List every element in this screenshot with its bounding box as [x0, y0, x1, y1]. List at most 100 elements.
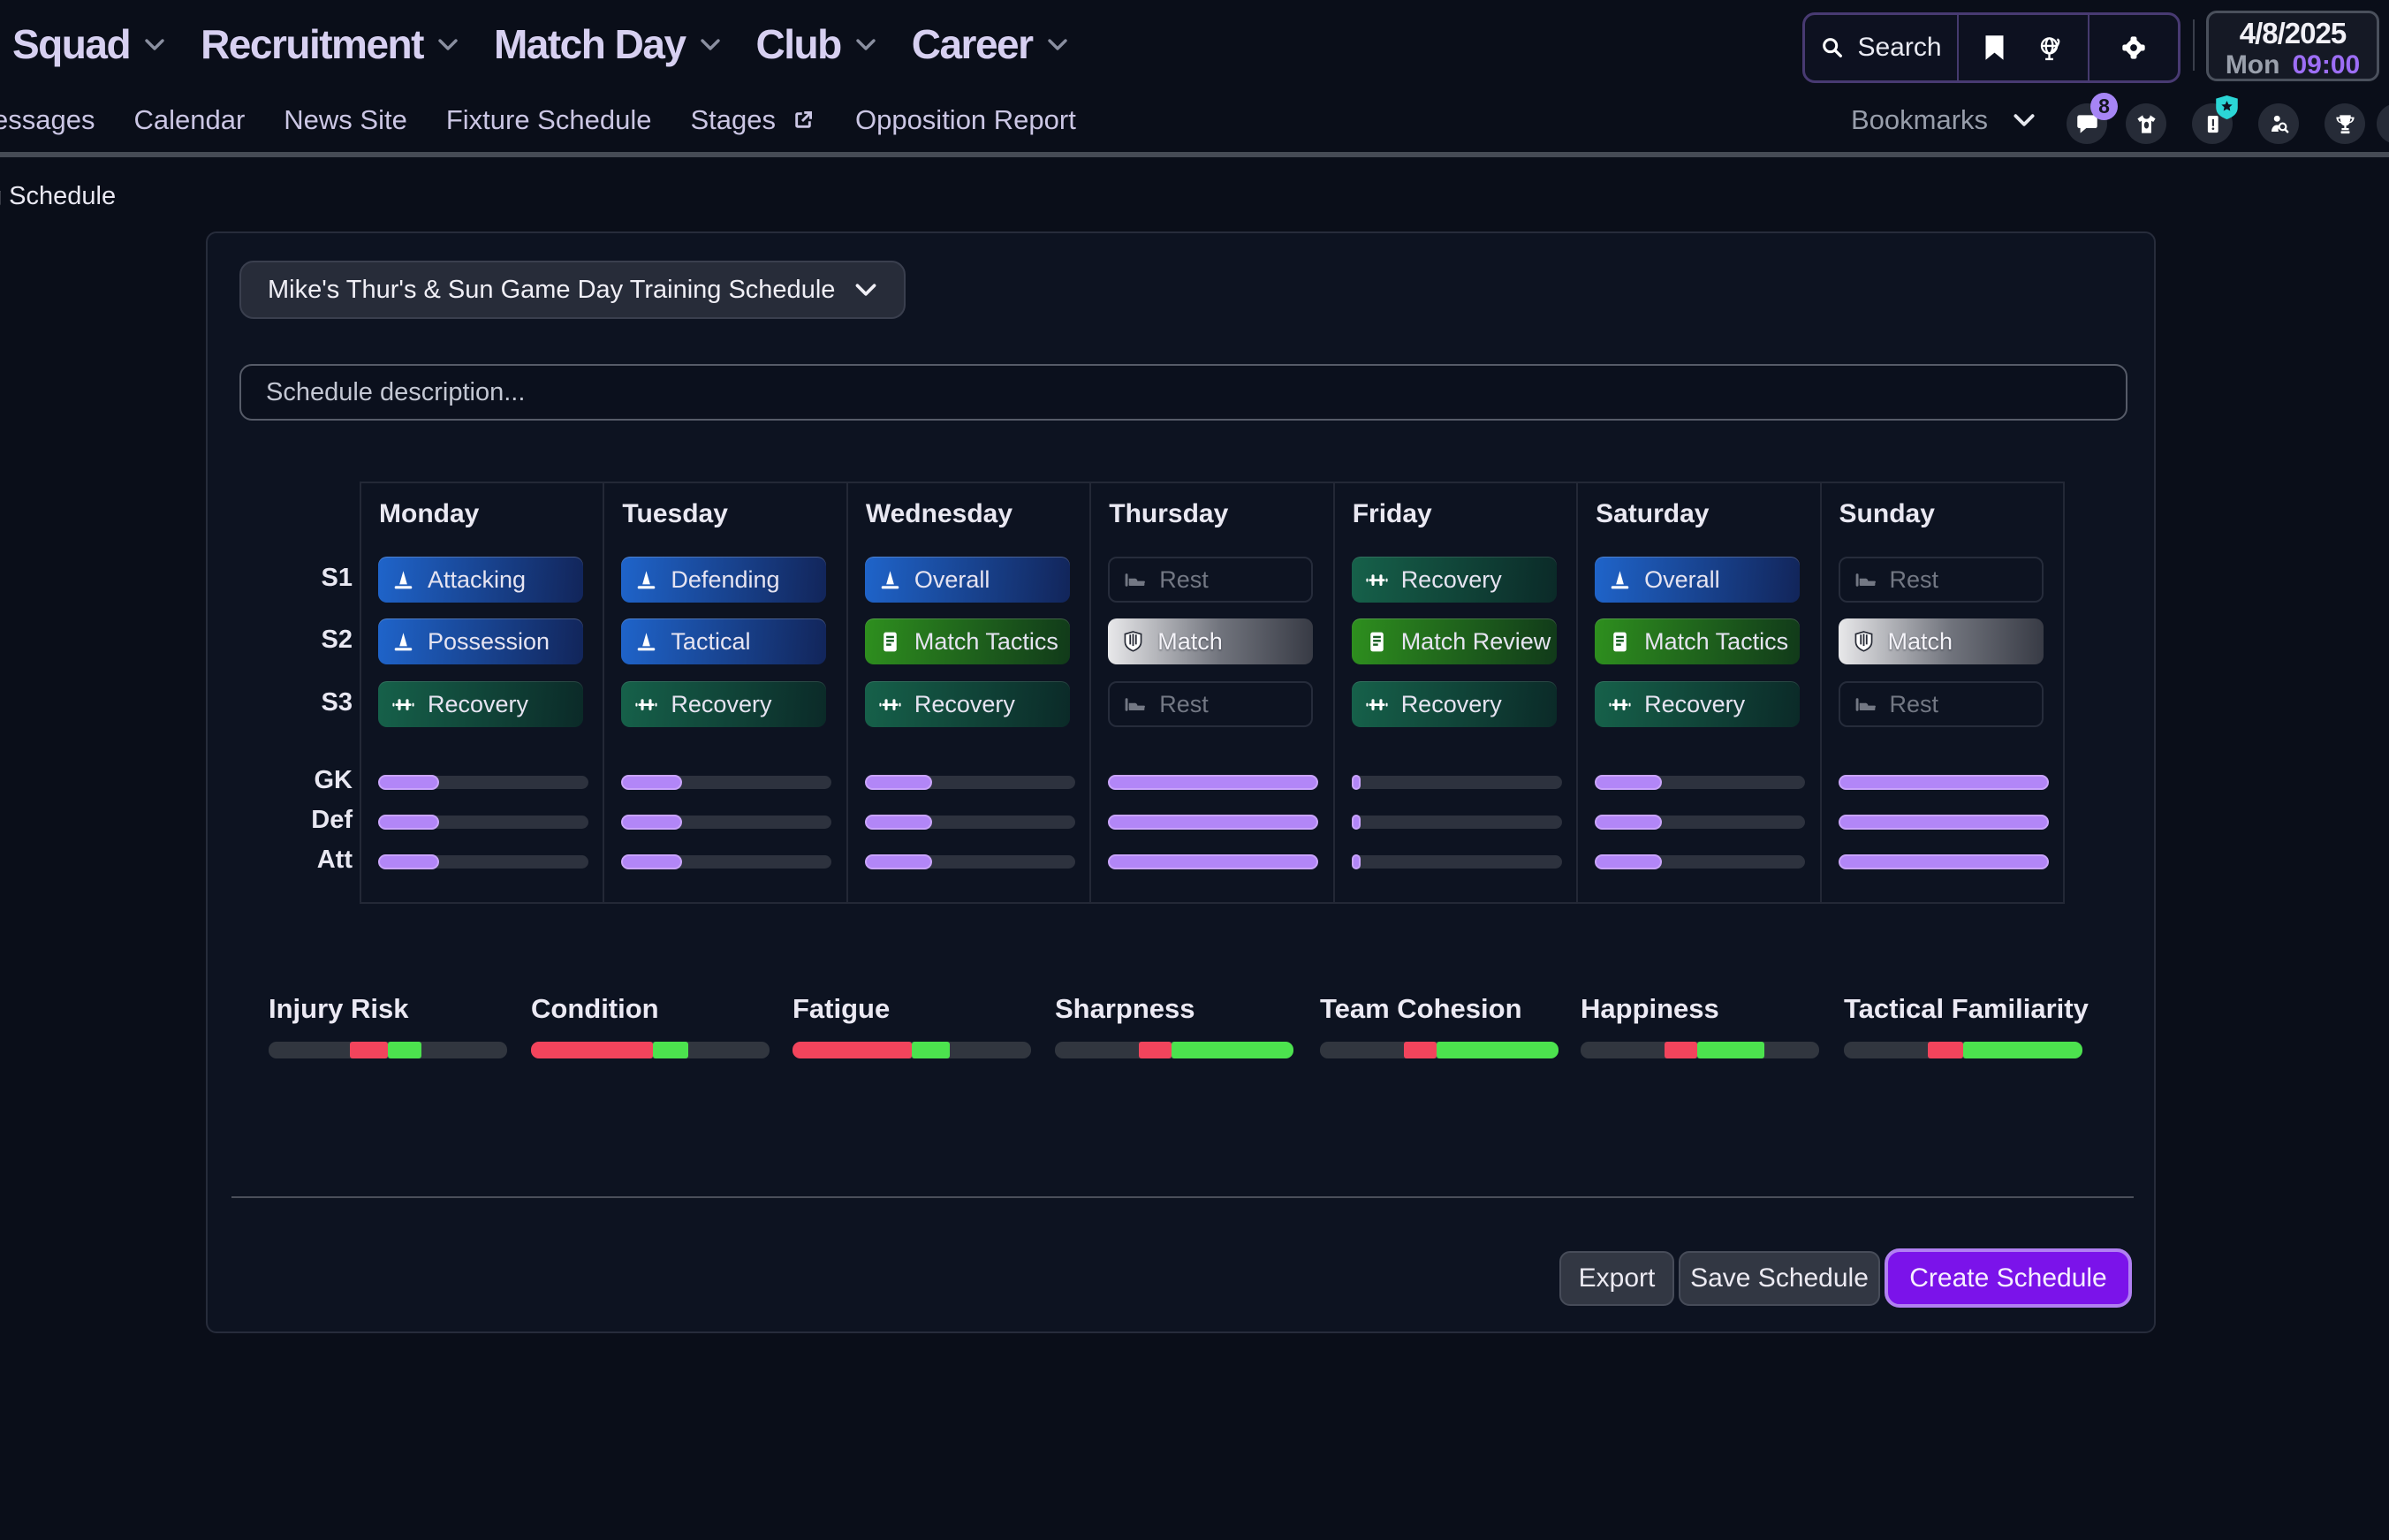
create-schedule-button[interactable]: Create Schedule	[1885, 1248, 2132, 1308]
chevron-down-icon	[855, 38, 876, 51]
workload-fill	[865, 775, 932, 790]
messages-button[interactable]: 8	[2067, 103, 2107, 144]
subnav-opposition-report[interactable]: Opposition Report	[855, 104, 1076, 136]
bookmarks-label: Bookmarks	[1851, 104, 1988, 136]
meter-happiness: Happiness	[1581, 993, 1821, 1064]
tactics-board-icon	[877, 629, 903, 655]
search-button[interactable]: Search	[1805, 15, 1957, 80]
session-pill-rest[interactable]: Rest	[1839, 681, 2044, 727]
external-link-icon	[790, 107, 816, 133]
session-pill-recovery[interactable]: Recovery	[621, 681, 826, 727]
session-pill-attacking[interactable]: Attacking	[378, 557, 583, 603]
nav-recruitment[interactable]: Recruitment	[201, 20, 459, 68]
meter-label: Injury Risk	[269, 993, 509, 1025]
competitions-button[interactable]	[2325, 103, 2365, 144]
meter-injury-risk: Injury Risk	[269, 993, 509, 1064]
workload-bar-def	[621, 816, 831, 829]
workload-fill	[1352, 775, 1361, 790]
nav-squad-label: Squad	[12, 20, 130, 68]
bed-icon	[1122, 692, 1148, 717]
meter-track	[1320, 1042, 1559, 1058]
subnav-news-site[interactable]: News Site	[284, 104, 407, 136]
session-pill-match-review[interactable]: Match Review	[1352, 618, 1557, 664]
extra-button[interactable]	[2377, 103, 2389, 144]
header-bottom-strip	[0, 152, 2389, 157]
meter-track	[1581, 1042, 1819, 1058]
schedule-description-input[interactable]	[239, 364, 2127, 421]
session-pill-overall[interactable]: Overall	[865, 557, 1070, 603]
workload-fill	[1595, 815, 1662, 830]
squad-kit-button[interactable]	[2126, 103, 2166, 144]
header-tool-group: Search	[1802, 12, 2180, 83]
session-pill-recovery[interactable]: Recovery	[378, 681, 583, 727]
session-pill-tactical[interactable]: Tactical	[621, 618, 826, 664]
session-pill-overall[interactable]: Overall	[1595, 557, 1800, 603]
session-pill-possession[interactable]: Possession	[378, 618, 583, 664]
workload-fill	[1839, 854, 2049, 869]
chevron-down-icon	[437, 38, 459, 51]
meter-condition: Condition	[531, 993, 771, 1064]
nav-match-day[interactable]: Match Day	[494, 20, 721, 68]
session-pill-rest[interactable]: Rest	[1108, 557, 1313, 603]
session-pill-recovery[interactable]: Recovery	[865, 681, 1070, 727]
game-day: Mon	[2226, 50, 2280, 80]
session-pill-match-tactics[interactable]: Match Tactics	[1595, 618, 1800, 664]
session-pill-match[interactable]: Match	[1108, 618, 1313, 664]
workload-fill	[1595, 854, 1662, 869]
workload-bar-gk	[865, 776, 1075, 789]
gear-icon	[2120, 34, 2148, 62]
chevron-down-icon	[1047, 38, 1068, 51]
alerts-button[interactable]	[2192, 103, 2233, 144]
training-schedule-screen: Squad Recruitment Match Day Club Career …	[0, 0, 2389, 1540]
unit-row-label: GK	[296, 766, 353, 795]
meter-red-segment	[1928, 1042, 1964, 1058]
workload-bar-att	[1352, 855, 1562, 869]
subnav-calendar[interactable]: Calendar	[133, 104, 245, 136]
search-label: Search	[1857, 33, 1941, 63]
workload-bar-def	[1595, 816, 1805, 829]
session-pill-match[interactable]: Match	[1839, 618, 2044, 664]
meter-label: Condition	[531, 993, 771, 1025]
subnav-stages[interactable]: Stages	[690, 104, 816, 136]
globe-icon[interactable]	[2036, 34, 2063, 62]
nav-squad[interactable]: Squad	[12, 20, 165, 68]
session-pill-recovery[interactable]: Recovery	[1352, 681, 1557, 727]
meter-red-segment	[793, 1042, 912, 1058]
workload-fill	[1108, 815, 1318, 830]
nav-career[interactable]: Career	[912, 20, 1068, 68]
session-pill-defending[interactable]: Defending	[621, 557, 826, 603]
schedule-select[interactable]: Mike's Thur's & Sun Game Day Training Sc…	[239, 261, 906, 319]
meter-tactical-familiarity: Tactical Familiarity	[1844, 993, 2084, 1064]
day-header: Wednesday	[866, 499, 1012, 529]
chevron-down-icon	[700, 38, 721, 51]
session-pill-recovery[interactable]: Recovery	[1352, 557, 1557, 603]
session-pill-rest[interactable]: Rest	[1108, 681, 1313, 727]
settings-button[interactable]	[2088, 15, 2178, 80]
recovery-icon	[633, 692, 659, 717]
scouting-button[interactable]	[2258, 103, 2299, 144]
header-mid-tools	[1957, 15, 2088, 80]
chevron-down-icon	[2013, 113, 2036, 127]
bookmark-icon[interactable]	[1983, 34, 2006, 61]
workload-fill	[865, 854, 932, 869]
training-cone-icon	[1607, 567, 1633, 593]
subnav-messages[interactable]: essages	[0, 104, 95, 136]
subnav-fixture-schedule[interactable]: Fixture Schedule	[446, 104, 652, 136]
session-row-label: S2	[296, 626, 353, 655]
week-grid: Monday Attacking Possession Recovery	[360, 482, 2065, 904]
game-clock[interactable]: 4/8/2025 Mon 09:00	[2206, 11, 2379, 81]
workload-fill	[1595, 775, 1662, 790]
chevron-down-icon	[854, 283, 877, 297]
session-pill-rest[interactable]: Rest	[1839, 557, 2044, 603]
export-button[interactable]: Export	[1559, 1251, 1674, 1306]
bed-icon	[1853, 567, 1878, 593]
workload-fill	[1108, 854, 1318, 869]
workload-fill	[378, 854, 439, 869]
session-pill-recovery[interactable]: Recovery	[1595, 681, 1800, 727]
save-schedule-button[interactable]: Save Schedule	[1679, 1251, 1880, 1306]
meter-green-segment	[1437, 1042, 1559, 1058]
session-pill-match-tactics[interactable]: Match Tactics	[865, 618, 1070, 664]
bookmarks-dropdown[interactable]: Bookmarks	[1851, 91, 2036, 149]
nav-club[interactable]: Club	[756, 20, 876, 68]
header-divider	[2193, 19, 2195, 71]
